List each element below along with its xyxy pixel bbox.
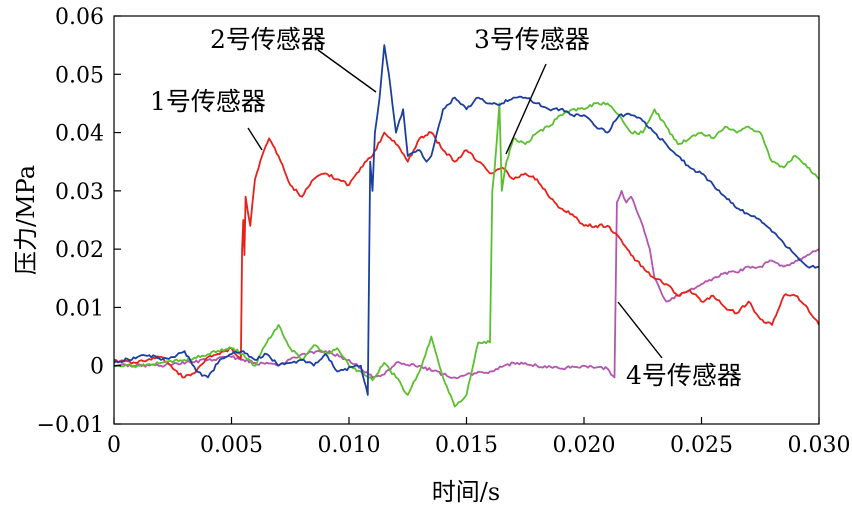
series-line-2 xyxy=(113,44,820,396)
y-axis-title: 压力/MPa xyxy=(12,165,40,275)
x-tick-label: 0.030 xyxy=(788,433,851,458)
series-line-3 xyxy=(113,101,820,408)
x-tick-label: 0 xyxy=(107,433,121,458)
annotation-leader-4 xyxy=(617,301,663,359)
x-tick-label: 0.020 xyxy=(553,433,616,458)
annotation-layer: 1号传感器 2号传感器 3号传感器 4号传感器 xyxy=(150,25,742,390)
y-tick-label: −0.01 xyxy=(37,413,104,438)
annotation-leader-2 xyxy=(317,49,377,93)
x-tick-label: 0.015 xyxy=(435,433,498,458)
y-tick-label: 0.03 xyxy=(55,180,104,205)
y-tick-label: 0.04 xyxy=(55,122,104,147)
x-tick-label: 0.025 xyxy=(670,433,733,458)
y-tick-label: 0 xyxy=(90,355,104,380)
x-tick-label: 0.010 xyxy=(318,433,381,458)
y-tick-label: 0.01 xyxy=(55,296,104,321)
annotation-label-2: 2号传感器 xyxy=(210,25,326,54)
x-axis-title: 时间/s xyxy=(432,478,500,506)
series-layer xyxy=(113,44,820,408)
tick-layer: 0 0.005 0.010 0.015 0.020 0.025 0.030−0.0100.0… xyxy=(37,5,851,458)
y-tick-label: 0.06 xyxy=(55,5,104,30)
x-tick-label: 0.005 xyxy=(200,433,263,458)
annotation-leader-1 xyxy=(247,127,263,151)
y-tick-label: 0.05 xyxy=(55,63,104,88)
annotation-label-4: 4号传感器 xyxy=(626,361,742,390)
annotation-label-1: 1号传感器 xyxy=(150,87,266,116)
annotation-label-3: 3号传感器 xyxy=(474,25,590,54)
series-line-1 xyxy=(113,131,820,379)
annotation-leader-3 xyxy=(505,63,547,155)
y-tick-label: 0.02 xyxy=(55,238,104,263)
series-line-4 xyxy=(114,190,820,380)
